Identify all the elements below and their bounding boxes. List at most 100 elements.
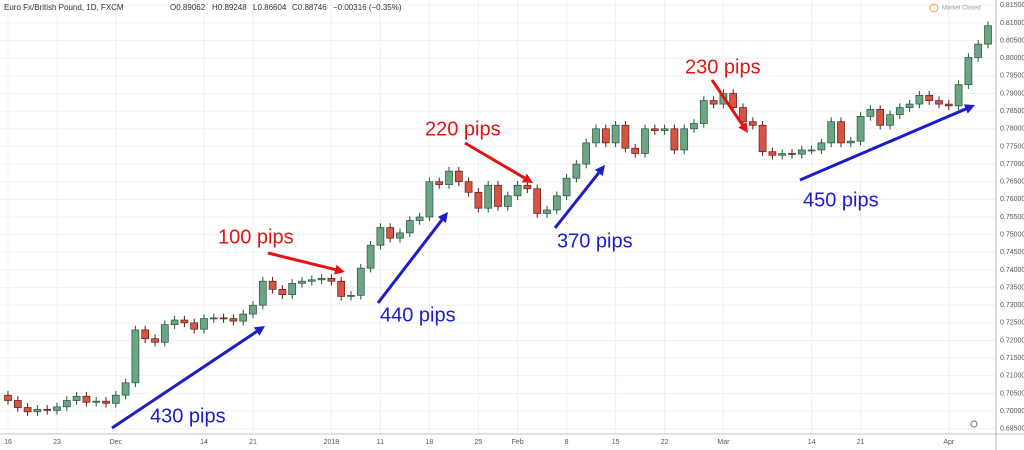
- candle-body: [366, 244, 375, 269]
- candle-body: [62, 400, 71, 408]
- candle-body: [53, 406, 61, 411]
- candle-body: [974, 43, 983, 58]
- x-tick-label: Mar: [717, 439, 730, 446]
- close: C0.88746: [292, 3, 327, 12]
- candle-body: [856, 116, 865, 142]
- annotation-label: 440 pips: [380, 304, 456, 326]
- candle-body: [837, 121, 845, 144]
- y-tick-label: 0.80000: [1000, 55, 1024, 62]
- y-tick-label: 0.72000: [1000, 337, 1024, 344]
- candle-body: [611, 124, 620, 144]
- candle-body: [827, 121, 836, 144]
- candle-body: [454, 170, 463, 183]
- candle-body: [954, 84, 963, 107]
- y-tick-label: 0.73000: [1000, 302, 1024, 309]
- candle-body: [670, 128, 679, 151]
- arrow-head: [253, 326, 265, 336]
- candle-body: [258, 280, 267, 306]
- candle-body: [631, 147, 640, 154]
- candle-body: [886, 114, 894, 126]
- x-tick-label: 21: [249, 439, 257, 446]
- y-tick-label: 0.79000: [1000, 90, 1024, 97]
- candle-body: [925, 94, 934, 101]
- x-tick-label: 11: [377, 439, 384, 446]
- arrow-head: [963, 104, 975, 114]
- y-tick-label: 0.76500: [1000, 179, 1024, 186]
- candle-body: [131, 329, 140, 384]
- y-tick-label: 0.77500: [1000, 143, 1024, 150]
- candle-body: [376, 227, 385, 246]
- candles: [4, 21, 992, 417]
- candle-body: [43, 408, 52, 411]
- x-tick-label: 15: [612, 439, 620, 446]
- annotation-label: 100 pips: [218, 226, 294, 248]
- candle-body: [239, 313, 248, 322]
- candle-body: [72, 395, 81, 401]
- candle-body: [13, 400, 22, 408]
- candle-body: [396, 232, 404, 239]
- candle-body: [944, 103, 953, 107]
- candle-body: [552, 195, 561, 211]
- candle-body: [249, 304, 257, 315]
- status-icon: [929, 3, 939, 13]
- candle-body: [317, 278, 326, 281]
- candle-body: [503, 195, 512, 207]
- candle-body: [778, 153, 787, 156]
- candle-body: [327, 278, 336, 282]
- arrow-shaft: [111, 330, 258, 430]
- y-tick-label: 0.78500: [1000, 108, 1024, 115]
- y-tick-label: 0.81000: [1000, 20, 1024, 27]
- y-tick-label: 0.79500: [1000, 73, 1024, 80]
- market-status: Market Closed: [942, 6, 981, 12]
- x-tick-label: 22: [661, 439, 669, 446]
- candle-body: [474, 191, 483, 209]
- y-tick-label: 0.74500: [1000, 249, 1024, 256]
- candle-body: [660, 128, 669, 131]
- arrow-shaft: [710, 79, 744, 126]
- y-tick-label: 0.76000: [1000, 196, 1024, 203]
- candle-body: [278, 288, 287, 295]
- y-tick-label: 0.70500: [1000, 390, 1024, 397]
- candle-body: [601, 128, 610, 144]
- settings-icon[interactable]: [970, 420, 978, 428]
- y-tick-label: 0.70000: [1000, 408, 1024, 415]
- arrow-head: [738, 121, 748, 133]
- candle-body: [709, 100, 718, 105]
- y-tick-label: 0.75500: [1000, 214, 1024, 221]
- x-tick-label: Dec: [110, 439, 123, 446]
- arrow-head: [437, 212, 448, 223]
- candle-body: [445, 170, 453, 185]
- candle-body: [425, 181, 434, 218]
- x-tick-label: 16: [4, 439, 12, 446]
- candle-body: [111, 394, 120, 404]
- candle-body: [160, 324, 169, 343]
- candle-body: [523, 184, 532, 190]
- candle-body: [23, 407, 32, 413]
- candle-body: [582, 142, 591, 165]
- annotation-label: 230 pips: [685, 56, 761, 78]
- candle-body: [817, 142, 826, 151]
- candle-body: [690, 123, 698, 130]
- annotation-label: 430 pips: [150, 405, 226, 427]
- candle-body: [4, 394, 12, 401]
- candle-body: [543, 209, 551, 214]
- candle-body: [739, 107, 747, 123]
- candle-body: [347, 294, 355, 297]
- open: O0.89062: [170, 3, 206, 12]
- candle-body: [641, 128, 649, 154]
- x-tick-label: Apr: [943, 439, 955, 446]
- arrow-head: [521, 173, 533, 183]
- y-tick-label: 0.81500: [1000, 2, 1024, 9]
- annotation-label: 370 pips: [557, 230, 633, 252]
- x-tick-label: 25: [475, 439, 483, 446]
- y-tick-label: 0.80500: [1000, 37, 1024, 44]
- x-tick-label: 14: [200, 439, 208, 446]
- candle-body: [229, 318, 238, 322]
- x-tick-label: 8: [565, 439, 569, 446]
- annotations: 430 pips 100 pips 440 pips 220 pips 370 pips…: [111, 56, 975, 430]
- candle-body: [533, 188, 542, 214]
- candle-body: [337, 280, 346, 297]
- arrow-shaft: [267, 251, 336, 272]
- candle-body: [180, 319, 189, 324]
